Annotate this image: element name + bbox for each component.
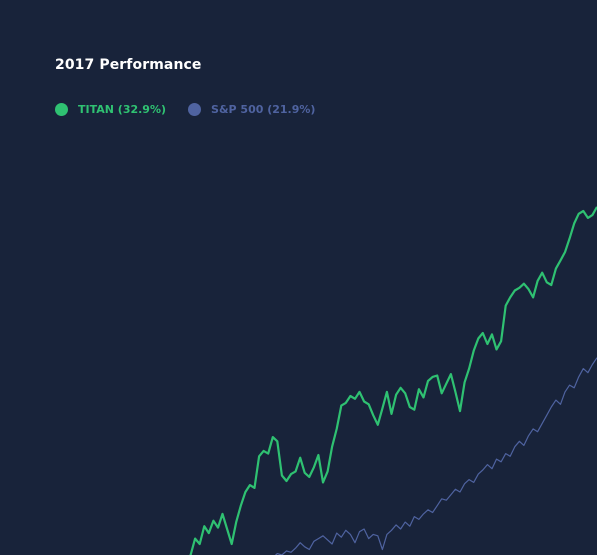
legend-label-sp500: S&P 500 (21.9%) (211, 103, 316, 116)
series-line-sp500 (274, 357, 597, 555)
legend-item-sp500[interactable]: S&P 500 (21.9%) (188, 103, 315, 116)
series-line-titan (189, 206, 597, 555)
legend-dot-icon (188, 103, 202, 116)
chart-title: 2017 Performance (55, 57, 202, 73)
legend-dot-icon (55, 103, 68, 116)
chart-legend: TITAN (32.9%) S&P 500 (21.9%) (55, 103, 337, 116)
legend-label-titan: TITAN (32.9%) (78, 103, 167, 116)
legend-item-titan[interactable]: TITAN (32.9%) (55, 103, 166, 116)
